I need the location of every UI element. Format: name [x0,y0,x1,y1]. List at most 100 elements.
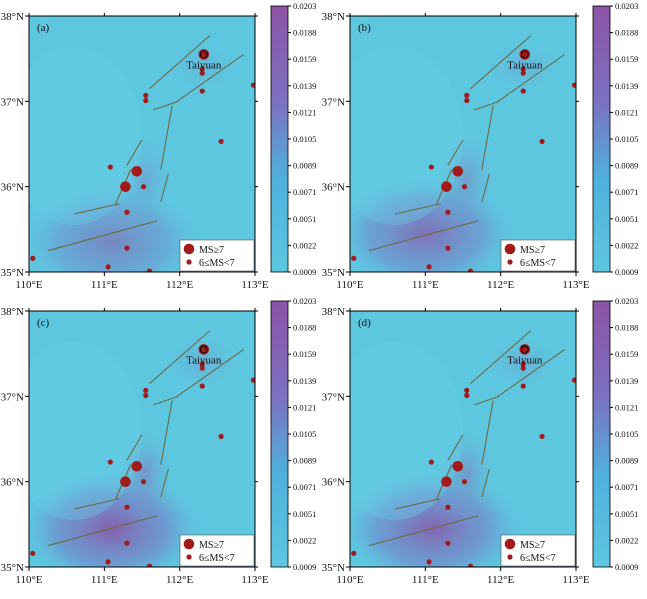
x-tick-label: 111°E [412,279,439,291]
taiyuan-icon [520,345,529,354]
density-lobe [435,421,499,525]
earthquake-small [107,164,113,170]
light-band [29,340,142,521]
colorbar-tick-label: 0.0089 [615,456,638,466]
fault-line [47,515,158,547]
colorbar [270,5,289,273]
earthquake-small [124,245,130,251]
colorbar-tick-label: 0.0022 [293,535,316,545]
earthquake-small [461,479,468,485]
colorbar-tick-label: 0.0139 [615,81,638,91]
earthquake-small [520,70,526,76]
earthquake-small [571,377,576,383]
colorbar-tick-label: 0.0203 [615,1,638,11]
panel-label: (b) [358,22,371,34]
colorbar-tick-label: 0.0022 [615,535,638,545]
earthquake-small [124,504,130,510]
x-tick-label: 112°E [487,279,514,291]
panel-frame [28,310,256,568]
legend-small-label: 6≤MS<7 [520,553,556,564]
legend-small-marker [186,554,192,560]
earthquake-small [445,540,451,546]
fault-line [496,53,566,103]
earthquake-small [428,164,434,170]
fault-line [149,330,211,384]
y-tick-label: 38°N [322,11,345,23]
y-tick-label: 38°N [1,306,24,318]
earthquake-small [428,459,434,465]
earthquake-small [467,563,474,567]
earthquake-small [426,559,432,565]
y-tick-label: 38°N [1,11,24,23]
city-label: Taiyuan [507,59,543,71]
light-band [29,45,142,226]
colorbar [592,5,611,273]
earthquake-small [199,383,205,389]
x-tick-label: 113°E [241,574,268,586]
y-tick-label: 35°N [322,562,345,574]
earthquake-small [250,82,255,88]
earthquake-small [539,138,545,145]
panel-frame [349,310,577,568]
colorbar-tick-label: 0.0089 [293,161,316,171]
fault-line [175,348,245,398]
colorbar-tick-label: 0.0188 [293,28,316,38]
colorbar-tick-label: 0.0071 [615,482,638,492]
earthquake-small [520,88,526,94]
x-tick-label: 111°E [412,574,439,586]
earthquake-small [539,433,545,440]
earthquake-small [464,387,470,393]
colorbar-tick-label: 0.0121 [615,402,638,412]
earthquake-small [124,209,130,215]
earthquake-small [467,268,474,272]
x-tick-label: 110°E [336,279,363,291]
colorbar-tick-label: 0.0203 [615,296,638,306]
fault-line [160,105,173,170]
panel-frame [28,15,256,273]
light-band [350,45,463,226]
earthquake-small [520,365,526,371]
panel-label: (a) [37,22,50,34]
earthquake-large [131,166,143,177]
colorbar-tick-label: 0.0203 [293,296,316,306]
density-field [350,35,576,272]
y-tick-label: 36°N [1,477,24,489]
colorbar-tick-label: 0.0139 [293,376,316,386]
colorbar-tick-label: 0.0009 [293,562,316,572]
legend-large-marker [183,538,195,550]
earthquake-small [143,392,149,399]
fault-line [153,100,179,111]
fault-line [481,468,490,498]
legend-large-marker [183,243,195,255]
x-tick-label: 111°E [91,574,118,586]
colorbar-tick-label: 0.0105 [293,429,316,439]
colorbar-tick-label: 0.0188 [615,28,638,38]
panel-frame [349,15,577,273]
legend-small-label: 6≤MS<7 [199,258,235,269]
earthquake-large [441,181,452,192]
earthquake-small [218,433,224,440]
colorbar-tick-label: 0.0188 [293,323,316,333]
earthquake-small [124,540,130,546]
fault-line [160,173,169,203]
earthquake-large [452,461,464,472]
earthquake-small [140,184,147,190]
fault-line [74,498,120,510]
legend-small-marker [186,259,192,265]
panel-d: Taiyuan (d) MS≥7 6≤MS<7 110°E 111°E 112°E 113°E… [322,296,639,586]
fault-line [481,173,490,203]
colorbar-tick-label: 0.0105 [615,429,638,439]
earthquake-small [143,92,149,98]
earthquake-small [571,82,576,88]
x-tick-label: 111°E [91,279,118,291]
earthquake-small [30,550,36,556]
fault-line [368,220,479,252]
earthquake-small [250,377,255,383]
x-tick-label: 113°E [562,279,589,291]
earthquake-small [105,559,111,565]
earthquake-small [199,66,205,72]
panel-c: Taiyuan (c) MS≥7 6≤MS<7 110°E 111°E 112°E 113°E… [1,296,317,586]
colorbar-tick-label: 0.0139 [615,376,638,386]
earthquake-small [199,361,205,367]
